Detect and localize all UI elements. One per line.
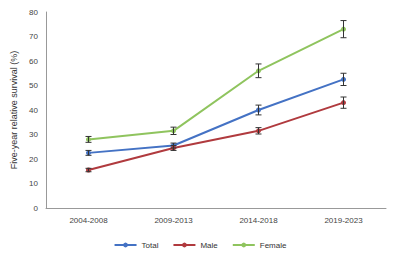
svg-text:10: 10 xyxy=(29,179,38,188)
svg-text:70: 70 xyxy=(29,32,38,41)
svg-text:2004-2008: 2004-2008 xyxy=(69,216,108,225)
svg-text:2009-2013: 2009-2013 xyxy=(154,216,193,225)
svg-text:40: 40 xyxy=(29,106,38,115)
svg-text:Male: Male xyxy=(200,241,218,250)
svg-text:20: 20 xyxy=(29,155,38,164)
svg-text:50: 50 xyxy=(29,81,38,90)
svg-text:2019-2023: 2019-2023 xyxy=(324,216,363,225)
svg-text:Five-year relative survival (%: Five-year relative survival (%) xyxy=(9,51,19,170)
svg-text:60: 60 xyxy=(29,57,38,66)
svg-text:2014-2018: 2014-2018 xyxy=(239,216,278,225)
svg-text:30: 30 xyxy=(29,130,38,139)
svg-text:80: 80 xyxy=(29,8,38,17)
svg-text:Total: Total xyxy=(142,241,159,250)
svg-text:Female: Female xyxy=(260,241,287,250)
svg-text:0: 0 xyxy=(34,204,39,213)
